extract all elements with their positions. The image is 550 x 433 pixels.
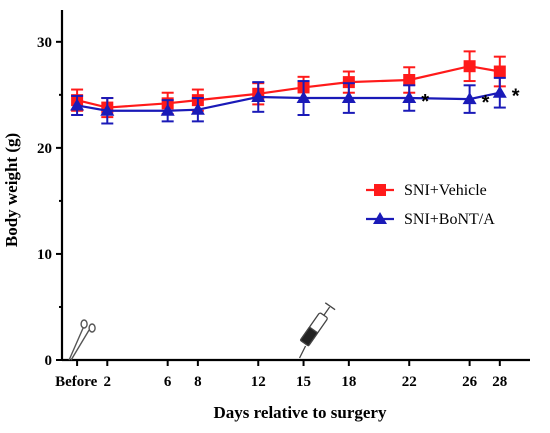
legend-label: SNI+Vehicle xyxy=(404,182,487,199)
data-point xyxy=(296,91,311,104)
legend-item: SNI+BoNT/A xyxy=(366,211,495,228)
x-axis: Before 2 6 8 12 15 18 22 26 28 xyxy=(55,358,530,390)
series-line xyxy=(76,65,500,109)
y-axis: 0 10 20 30 xyxy=(37,10,64,369)
y-tick-label: 0 xyxy=(45,353,53,369)
legend: SNI+Vehicle SNI+BoNT/A xyxy=(366,182,495,228)
y-tick-label: 10 xyxy=(37,247,52,263)
series-line xyxy=(76,91,501,112)
data-point xyxy=(251,89,266,102)
legend-marker xyxy=(374,184,386,196)
scissors-handle xyxy=(88,323,96,333)
data-point xyxy=(190,102,205,115)
icons-layer xyxy=(68,302,336,361)
syringe-icon xyxy=(298,302,336,359)
data-point xyxy=(341,91,356,104)
series-layer: * * * xyxy=(70,50,520,125)
scissors-handle xyxy=(80,319,88,329)
syringe-needle xyxy=(298,345,307,359)
syringe-plunger xyxy=(323,306,331,316)
legend-item: SNI+Vehicle xyxy=(366,182,487,199)
data-point xyxy=(70,98,85,111)
scissors-icon xyxy=(68,319,96,361)
x-tick-label: 15 xyxy=(296,374,311,390)
y-tick-label: 20 xyxy=(37,141,52,157)
y-tick-label: 30 xyxy=(37,35,52,51)
x-tick-label: 26 xyxy=(462,374,478,390)
x-tick-label: 22 xyxy=(402,374,417,390)
significance-star: * xyxy=(421,91,429,113)
syringe-plunger-head xyxy=(324,302,336,311)
data-point xyxy=(462,92,477,105)
x-tick-label: 2 xyxy=(104,374,112,390)
series-1 xyxy=(70,76,507,125)
data-point xyxy=(492,85,507,98)
data-point xyxy=(493,65,506,78)
significance-star: * xyxy=(512,86,520,108)
significance-star: * xyxy=(482,92,490,114)
y-axis-title: Body weight (g) xyxy=(2,133,21,247)
x-tick-label: 12 xyxy=(251,374,266,390)
scissors-blade xyxy=(68,327,84,361)
syringe-body xyxy=(300,302,336,347)
legend-marker xyxy=(373,212,387,224)
series-0 xyxy=(71,50,506,119)
legend-label: SNI+BoNT/A xyxy=(404,211,495,228)
data-point xyxy=(160,103,175,116)
x-tick-label: 8 xyxy=(194,374,202,390)
syringe-liquid xyxy=(300,326,318,347)
data-point xyxy=(403,74,416,86)
scissors-blade xyxy=(70,329,90,361)
data-point xyxy=(463,60,476,73)
data-point xyxy=(100,103,115,116)
x-tick-label: Before xyxy=(55,374,98,390)
x-tick-label: 18 xyxy=(341,374,356,390)
x-tick-label: 6 xyxy=(164,374,172,390)
data-point xyxy=(402,91,417,104)
data-point xyxy=(342,76,355,89)
x-tick-label: 28 xyxy=(492,374,507,390)
x-axis-title: Days relative to surgery xyxy=(214,403,387,422)
